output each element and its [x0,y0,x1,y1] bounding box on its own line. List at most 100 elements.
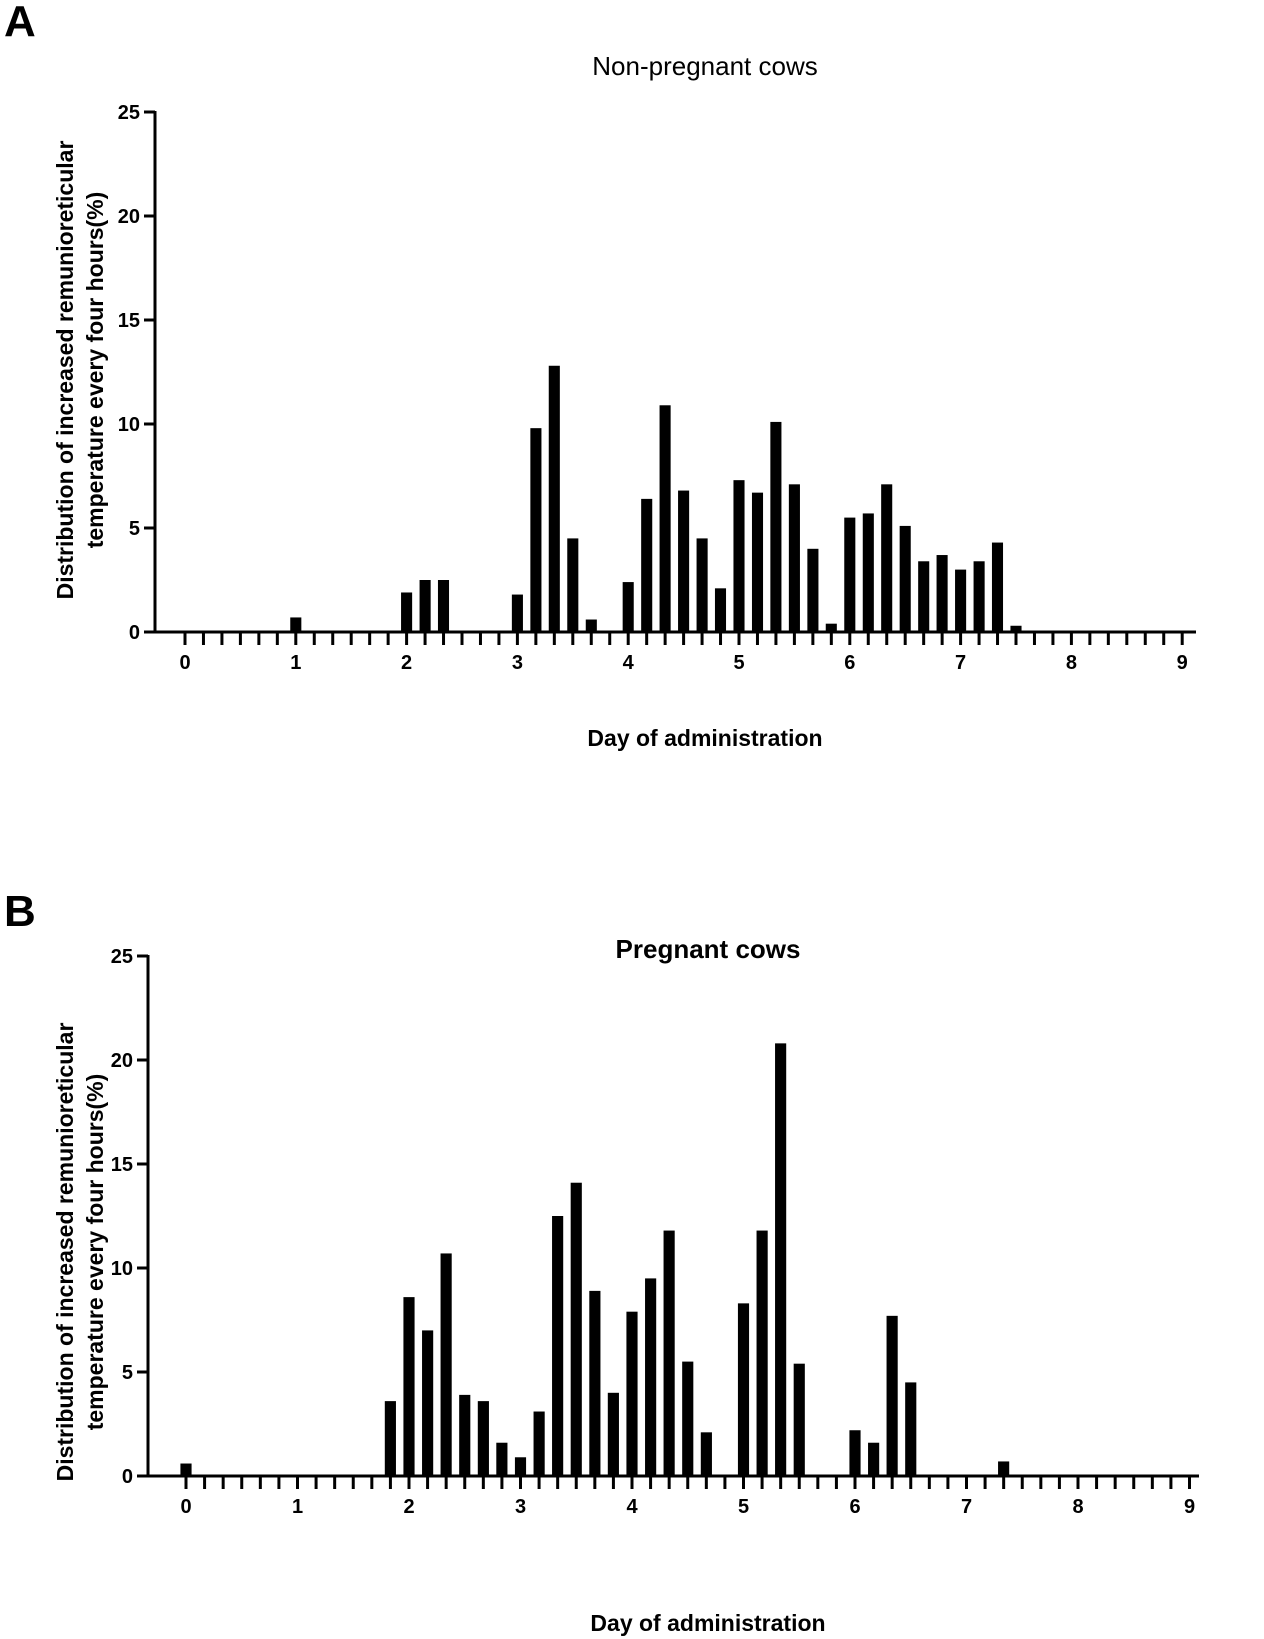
bar [645,1278,657,1476]
bar [807,548,819,632]
bar [682,1361,694,1476]
y-tick-label: 20 [118,206,140,228]
x-axis-label: Day of administration [590,1610,825,1636]
y-tick-label: 5 [129,518,140,540]
panel-letter: B [4,887,36,936]
bar [1010,625,1022,632]
bar [998,1461,1010,1476]
x-tick-label: 0 [180,1496,191,1518]
bar [641,498,653,632]
bar [793,1363,805,1476]
x-axis-label: Day of administration [587,725,822,751]
bar [775,1043,787,1476]
x-tick-label: 8 [1066,652,1077,674]
bar [622,582,634,632]
bar [991,542,1004,632]
y-tick-label: 20 [111,1050,133,1072]
bar [514,1457,527,1476]
bar [862,513,874,632]
x-tick-label: 4 [626,1496,638,1518]
bar [290,617,302,632]
bar [567,538,579,632]
x-tick-label: 2 [401,652,412,674]
bar [868,1442,880,1476]
chart-title: Pregnant cows [616,934,801,964]
x-tick-label: 9 [1177,652,1188,674]
y-axis-label-line-1: Distribution of increased remunioreticul… [52,1023,78,1482]
bar [788,484,800,632]
y-axis-label-line-2: temperature every four hours(%) [82,1074,108,1431]
bar [437,580,450,632]
x-tick-label: 3 [515,1496,526,1518]
bar [403,1297,415,1476]
bar [733,480,745,632]
bar [530,428,542,632]
x-tick-label: 7 [961,1496,972,1518]
x-tick-label: 6 [844,652,855,674]
bar [899,525,911,632]
bar [678,490,690,632]
y-tick-label: 15 [118,310,140,332]
bar [756,1230,768,1476]
bar [180,1463,192,1476]
bar [770,421,782,632]
x-tick-label: 6 [849,1496,860,1518]
y-tick-label: 10 [111,1258,133,1280]
bar [714,588,727,632]
y-tick-label: 25 [118,102,140,124]
plot-area: 0 5 10 15 20 25 0 1 2 3 4 5 6 7 8 9 [118,102,1196,674]
bar [496,1442,508,1476]
y-tick-label: 25 [111,946,133,968]
x-tick-label: 8 [1072,1496,1083,1518]
bar [825,623,837,632]
bar [419,580,431,632]
panel-letter: A [4,0,36,46]
bar [548,365,560,632]
bar [955,569,967,632]
bar [533,1411,545,1476]
bar [570,1182,582,1476]
y-tick-label: 0 [122,1466,133,1488]
x-tick-label: 7 [955,652,966,674]
bar [459,1394,471,1476]
bar [511,594,523,632]
bar [663,1230,675,1476]
bar [918,561,930,632]
x-tick-label: 5 [733,652,744,674]
y-tick-label: 15 [111,1154,133,1176]
bar [844,517,856,632]
bar [659,405,671,632]
x-tick-label: 9 [1184,1496,1195,1518]
bar [552,1216,564,1476]
bar [751,492,764,632]
y-axis-label-line-2: temperature every four hours(%) [82,192,108,549]
chart-title: Non-pregnant cows [592,51,817,81]
y-tick-label: 5 [122,1362,133,1384]
x-tick-label: 2 [403,1496,414,1518]
panel-b: B Pregnant cows 0 5 10 15 20 25 0 1 2 3 4 5 6 7 8 9 Day… [4,887,1199,1636]
bar [936,555,948,632]
bar [384,1401,396,1476]
x-tick-label: 3 [512,652,523,674]
y-axis-label-line-1: Distribution of increased remunioreticul… [52,141,78,600]
y-tick-label: 0 [129,622,140,644]
x-tick-label: 4 [623,652,635,674]
bar [696,538,708,632]
bar [401,592,413,632]
bar [585,619,597,632]
bar [589,1290,601,1476]
bar [700,1432,712,1476]
plot-area: 0 5 10 15 20 25 0 1 2 3 4 5 6 7 8 9 [111,946,1199,1518]
x-tick-label: 1 [292,1496,303,1518]
x-tick-label: 0 [179,652,190,674]
x-tick-label: 1 [290,652,301,674]
bar [973,561,985,632]
x-tick-label: 5 [738,1496,749,1518]
bar [886,1315,898,1476]
bar [849,1430,861,1476]
bar [422,1330,434,1476]
y-tick-label: 10 [118,414,140,436]
bar [905,1382,917,1476]
bar [881,484,893,632]
